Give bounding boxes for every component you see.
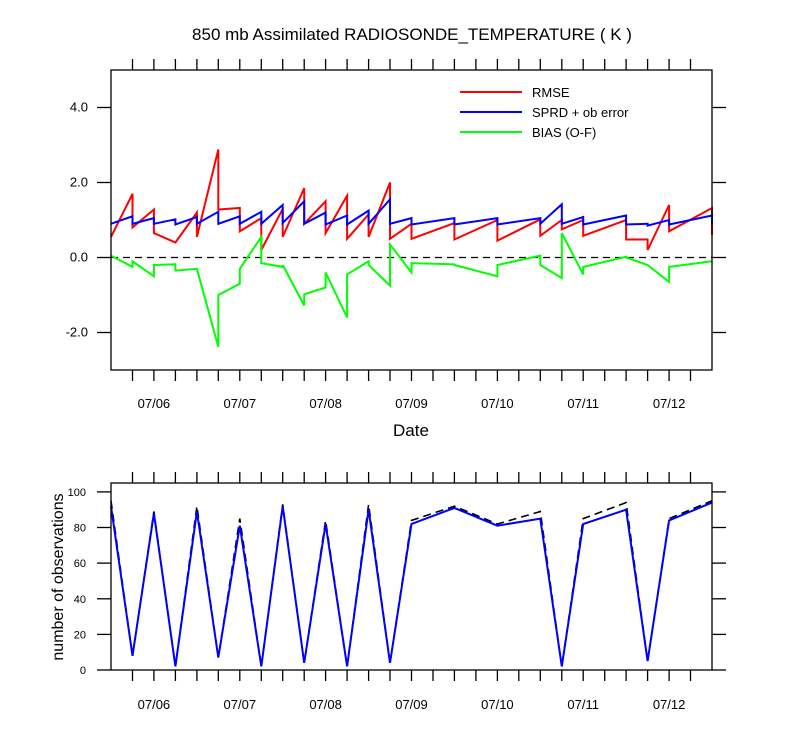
x-tick-label: 07/07 xyxy=(224,396,257,411)
legend-label-rmse: RMSE xyxy=(532,85,570,100)
top-plot-series xyxy=(110,149,713,348)
x-tick-label: 07/06 xyxy=(138,396,171,411)
legend-label-bias: BIAS (O-F) xyxy=(532,125,596,140)
chart-title: 850 mb Assimilated RADIOSONDE_TEMPERATUR… xyxy=(192,25,632,44)
y-tick-label: 80 xyxy=(74,523,86,535)
legend: RMSE SPRD + ob error BIAS (O-F) xyxy=(460,85,629,140)
x-axis-label: Date xyxy=(393,421,429,440)
series-line-bias-o-f xyxy=(110,232,713,348)
y-tick-label: 60 xyxy=(74,558,86,570)
y-tick-label: 20 xyxy=(74,629,86,641)
x-tick-label: 07/11 xyxy=(567,697,599,712)
y-tick-label: 4.0 xyxy=(70,100,88,115)
x-tick-label: 07/06 xyxy=(138,697,171,712)
series-line-rmse xyxy=(110,149,713,251)
series-line-observations-used xyxy=(110,501,713,667)
y-tick-label: -2.0 xyxy=(66,325,88,340)
y-axis-label-observations: number of observations xyxy=(50,493,67,660)
y-tick-label: 40 xyxy=(74,594,86,606)
x-tick-label: 07/09 xyxy=(395,697,428,712)
y-tick-label: 0.0 xyxy=(70,250,88,265)
bottom-plot-ticks: 07/06 07/07 07/08 07/09 07/10 07/11 07/12 0 20 40… xyxy=(68,472,726,712)
x-tick-label: 07/10 xyxy=(481,697,514,712)
x-tick-label: 07/11 xyxy=(567,396,599,411)
legend-label-sprd: SPRD + ob error xyxy=(532,105,629,120)
y-tick-label: 2.0 xyxy=(70,175,88,190)
x-tick-label: 07/08 xyxy=(309,396,342,411)
x-tick-label: 07/07 xyxy=(224,697,257,712)
x-tick-label: 07/10 xyxy=(481,396,514,411)
y-tick-label: 0 xyxy=(80,665,86,677)
x-tick-label: 07/09 xyxy=(395,396,428,411)
top-plot-ticks: 07/06 07/07 07/08 07/09 07/10 07/11 07/12 -2.0 0… xyxy=(66,59,726,411)
x-tick-label: 07/12 xyxy=(653,396,686,411)
x-tick-label: 07/12 xyxy=(653,697,686,712)
series-line-sprd-ob-error xyxy=(110,196,713,227)
y-tick-label: 100 xyxy=(68,487,86,499)
bottom-plot-series xyxy=(110,500,713,667)
x-tick-label: 07/08 xyxy=(309,697,342,712)
